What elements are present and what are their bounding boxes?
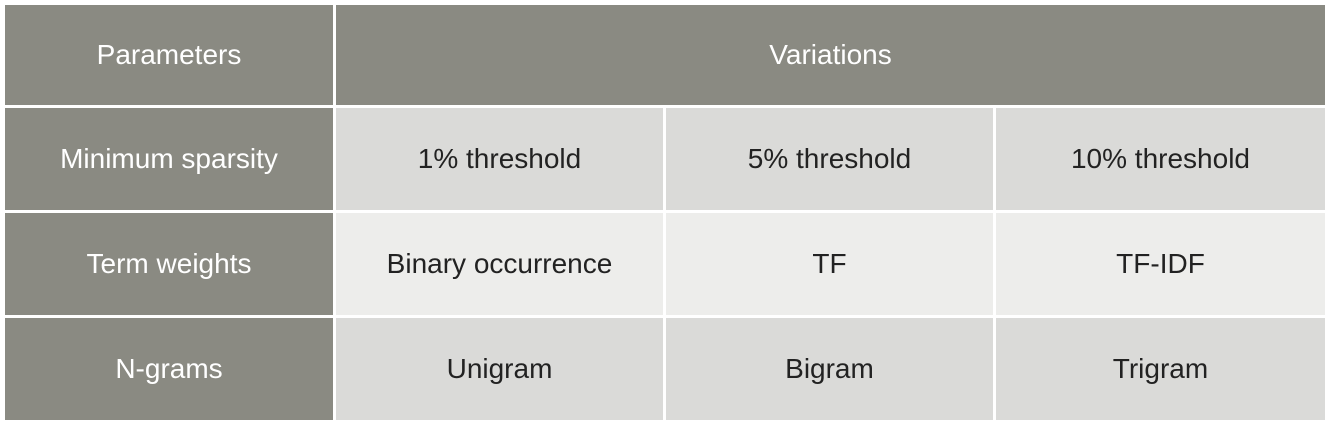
header-row: Parameters Variations xyxy=(2,2,1328,108)
table-cell: 10% threshold xyxy=(993,105,1328,213)
table-cell: Unigram xyxy=(333,315,666,423)
table-header: Parameters Variations xyxy=(2,2,1328,108)
table-cell: Binary occurrence xyxy=(333,210,666,318)
table-row-n-grams: N-grams Unigram Bigram Trigram xyxy=(2,315,1328,423)
table-body: Minimum sparsity 1% threshold 5% thresho… xyxy=(2,105,1328,423)
table-cell: Trigram xyxy=(993,315,1328,423)
row-label: Minimum sparsity xyxy=(2,105,336,213)
table-cell: Bigram xyxy=(663,315,996,423)
header-parameters: Parameters xyxy=(2,2,336,108)
row-label: Term weights xyxy=(2,210,336,318)
table-cell: 1% threshold xyxy=(333,105,666,213)
table-cell: TF xyxy=(663,210,996,318)
table-cell: 5% threshold xyxy=(663,105,996,213)
header-variations: Variations xyxy=(333,2,1328,108)
table-row-term-weights: Term weights Binary occurrence TF TF-IDF xyxy=(2,210,1328,318)
table-cell: TF-IDF xyxy=(993,210,1328,318)
row-label: N-grams xyxy=(2,315,336,423)
table-row-minimum-sparsity: Minimum sparsity 1% threshold 5% thresho… xyxy=(2,105,1328,213)
